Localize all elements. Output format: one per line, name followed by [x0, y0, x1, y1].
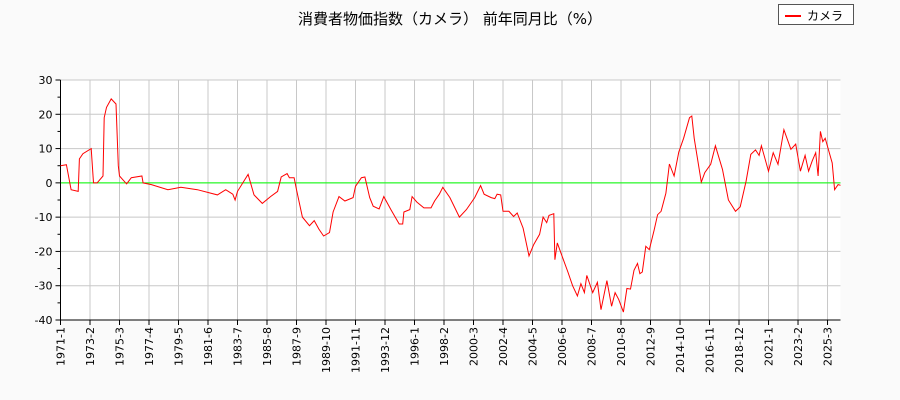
x-tick-label: 1991-11 — [350, 327, 363, 373]
x-tick-label: 2004-5 — [527, 327, 540, 366]
legend: カメラ — [778, 4, 854, 25]
x-tick-label: 1998-2 — [438, 327, 451, 366]
x-tick-label: 2002-4 — [497, 327, 510, 366]
plot-area — [60, 80, 841, 320]
x-tick-label: 2000-3 — [468, 327, 481, 366]
y-tick-label: -30 — [35, 280, 53, 293]
chart-title: 消費者物価指数（カメラ） 前年同月比（%） — [297, 10, 603, 28]
x-tick-label: 1977-4 — [143, 327, 156, 366]
x-tick-label: 2025-3 — [822, 327, 835, 366]
x-tick-label: 1989-10 — [320, 327, 333, 373]
x-tick-label: 1983-7 — [232, 327, 245, 366]
y-tick-label: -40 — [35, 314, 53, 327]
x-tick-label: 2014-10 — [674, 327, 687, 373]
x-tick-label: 1987-9 — [291, 327, 304, 366]
legend-swatch — [785, 15, 801, 17]
x-tick-label: 1971-1 — [55, 327, 68, 366]
series-line — [60, 98, 841, 313]
x-tick-label: 1979-5 — [173, 327, 186, 366]
legend-label: カメラ — [807, 9, 844, 23]
y-tick-label: 30 — [39, 74, 53, 87]
x-tick-label: 2006-6 — [556, 327, 569, 366]
x-tick-label: 2016-11 — [704, 327, 717, 373]
x-tick-label: 1975-3 — [114, 327, 127, 366]
y-tick-label: 0 — [46, 177, 53, 190]
x-tick-label: 1973-2 — [84, 327, 97, 366]
x-tick-label: 1993-12 — [379, 327, 392, 373]
x-tick-label: 2010-8 — [615, 327, 628, 366]
x-tick-label: 1985-8 — [261, 327, 274, 366]
y-tick-label: -10 — [35, 211, 53, 224]
y-tick-label: 20 — [39, 108, 53, 121]
x-tick-label: 1996-1 — [409, 327, 422, 366]
x-tick-label: 1981-6 — [202, 327, 215, 366]
x-tick-label: 2021-1 — [763, 327, 776, 366]
y-tick-label: -20 — [35, 245, 53, 258]
x-tick-label: 2008-7 — [586, 327, 599, 366]
x-tick-label: 2012-9 — [645, 327, 658, 366]
x-tick-label: 2018-12 — [733, 327, 746, 373]
y-tick-label: 10 — [39, 143, 53, 156]
x-tick-label: 2023-2 — [792, 327, 805, 366]
